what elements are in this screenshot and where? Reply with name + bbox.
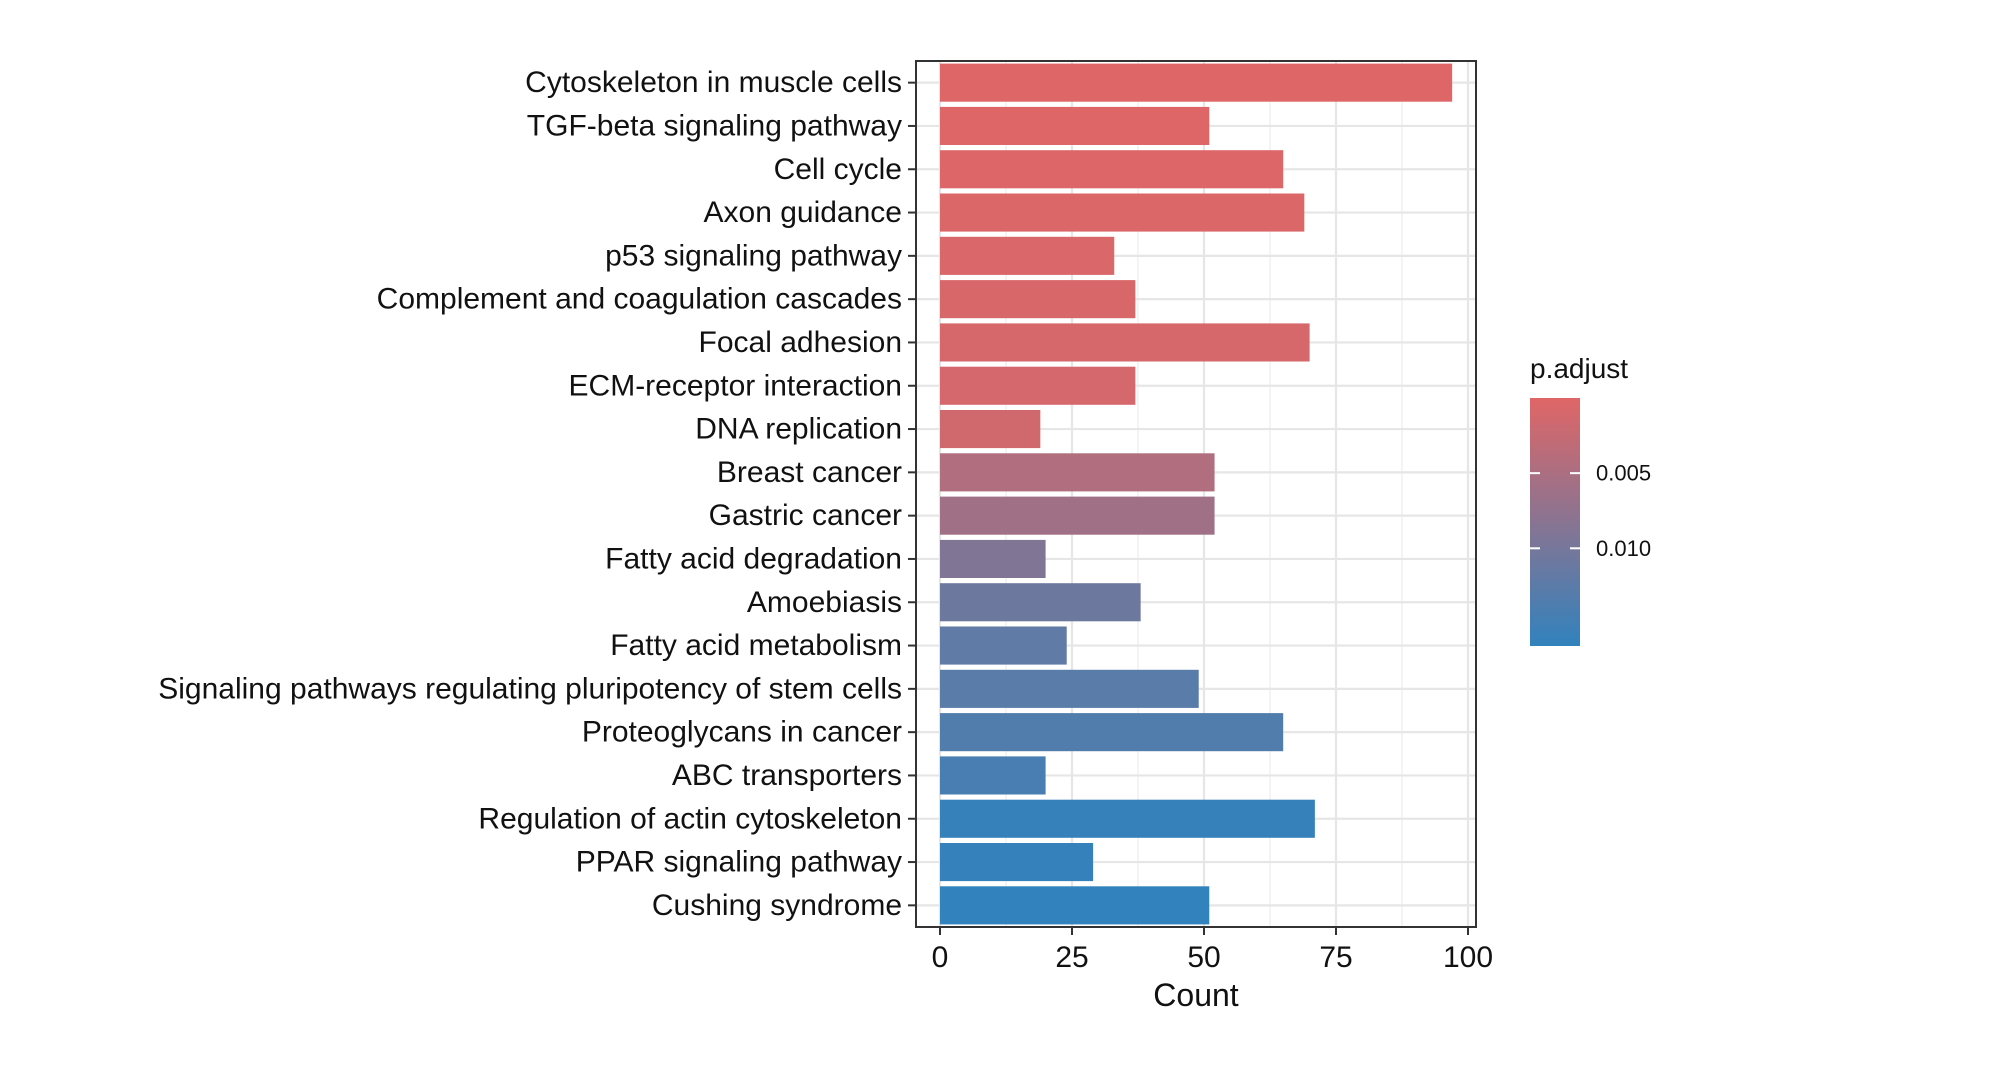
category-label: Cytoskeleton in muscle cells [525,66,902,99]
x-tick-label: 25 [1055,941,1088,974]
category-label: PPAR signaling pathway [576,846,902,879]
bar [940,63,1453,102]
x-tick-label: 100 [1443,941,1493,974]
bar [940,453,1215,492]
category-label: Cushing syndrome [652,889,902,922]
plot-background [916,61,1476,927]
category-label: Fatty acid metabolism [610,629,902,662]
bar [940,409,1041,449]
category-label: Amoebiasis [747,586,902,619]
bar [940,150,1284,189]
bar [940,323,1310,362]
plot-frame [915,60,1477,928]
category-label: Axon guidance [704,196,903,229]
category-labels: Cytoskeleton in muscle cells TGF-beta sig… [158,66,916,922]
x-tick-label: 0 [932,941,949,974]
legend-colorbar [1530,398,1580,646]
category-label: Gastric cancer [709,499,902,532]
bar [940,539,1046,579]
category-label: p53 signaling pathway [605,239,902,272]
category-label: TGF-beta signaling pathway [527,109,902,142]
bar [940,236,1115,275]
x-axis-title: Count [1153,977,1239,1013]
category-label: Regulation of actin cytoskeleton [478,802,902,835]
bar [940,280,1136,319]
category-label: Complement and coagulation cascades [377,283,902,316]
bar [940,669,1199,708]
legend-ticks: 0.005 0.010 [1530,461,1651,561]
bar [940,756,1046,795]
category-label: Proteoglycans in cancer [582,716,902,749]
category-label: Signaling pathways regulating pluripoten… [158,672,902,705]
category-label: Cell cycle [774,153,902,186]
bar [940,106,1210,146]
category-label: ECM-receptor interaction [569,369,902,402]
bar [940,626,1067,665]
legend-tick-label: 0.010 [1596,536,1651,561]
bar [940,886,1210,925]
x-tick-label: 50 [1187,941,1220,974]
bar [940,583,1141,622]
legend-tick-label: 0.005 [1596,461,1651,486]
bar [940,366,1136,405]
panel-border [915,60,1477,928]
category-label: Focal adhesion [699,326,902,359]
bar [940,842,1094,882]
bars [940,63,1453,925]
category-label: Breast cancer [717,456,902,489]
legend-title: p.adjust [1530,353,1628,384]
category-label: Fatty acid degradation [605,542,902,575]
category-label: DNA replication [695,413,902,446]
category-label: ABC transporters [672,759,902,792]
bar [940,496,1215,535]
x-axis-ticks: 0 25 50 75 100 [932,927,1493,974]
bar [940,799,1315,838]
bar [940,193,1305,232]
plot-area [916,61,1476,927]
x-tick-label: 75 [1319,941,1352,974]
bar [940,713,1284,752]
